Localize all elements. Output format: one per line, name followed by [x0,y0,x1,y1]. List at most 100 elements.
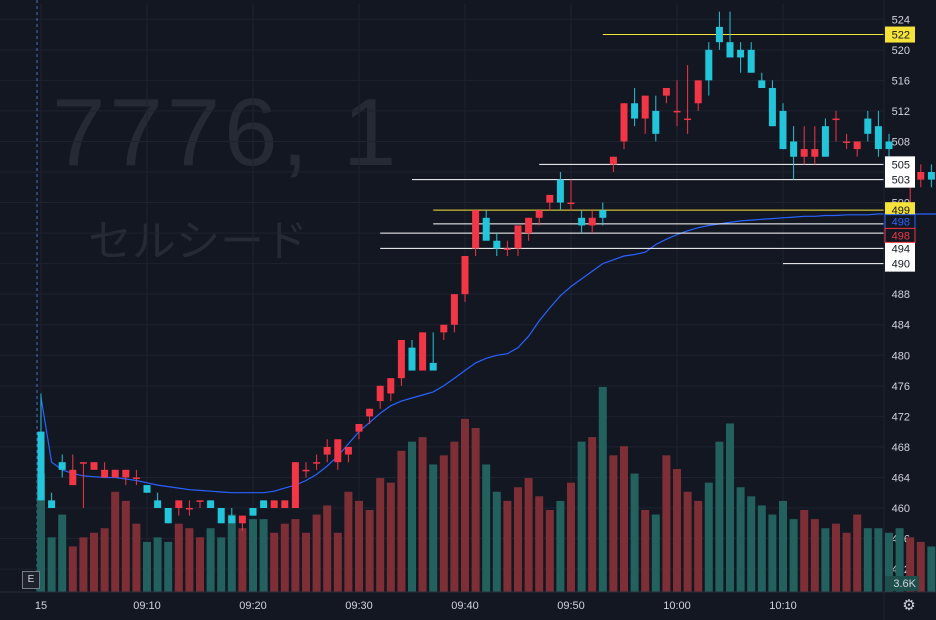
candle-body [885,141,893,150]
candle-body [779,110,787,150]
level-tag-text: 522 [892,30,910,42]
price-tag-text: 498 [892,230,910,242]
candle-body [387,378,395,394]
volume-bar [185,528,194,592]
x-tick-label: 09:20 [239,600,267,612]
x-tick-label: 09:10 [133,600,161,612]
volume-bar [736,487,745,592]
volume-bar [503,500,512,592]
candle-body [376,385,384,402]
candle-body [37,431,45,501]
candle-body [397,340,405,379]
volume-bar [874,528,883,592]
candle-body [313,462,321,464]
x-tick-label: 10:00 [663,600,691,612]
level-tag-box [885,171,915,188]
candle-body [514,225,522,249]
candle-body [493,240,501,249]
candle-body [662,88,670,96]
level-price-tag: 522 [885,26,915,43]
volume-bar [450,441,459,592]
candle-body [503,248,511,250]
volume-bar [227,514,236,592]
volume-bar [206,528,215,592]
volume-bar [397,450,406,592]
candle-body [217,508,225,524]
volume-bar [37,473,45,592]
candle-body [556,179,564,203]
candle-body [281,500,289,508]
volume-label-text: 3.6K [893,578,916,590]
candle-body [694,80,702,104]
candle-body [323,446,331,455]
volume-bar [249,519,257,592]
volume-bar [174,523,183,592]
volume-bar [630,473,639,592]
candle-body [525,217,533,234]
volume-bar [79,537,88,592]
y-tick-label: 508 [892,136,910,148]
candle-body [419,332,427,371]
volume-bar [302,532,310,592]
candle-body [726,42,734,58]
candle-body [408,347,416,371]
current-price-tag: 498 [884,214,916,230]
volume-bar [779,500,787,592]
candle-body [154,500,162,508]
candle-body [546,194,554,203]
y-tick-label: 472 [892,411,910,423]
volume-label-tag: 3.6K [885,576,919,591]
volume-bar [567,482,575,592]
volume-bar [90,532,98,592]
candle-body [270,500,278,508]
volume-bar [704,482,713,592]
level-tag-text: 503 [892,175,910,187]
volume-bar [524,478,533,592]
vwap-line [40,213,936,494]
candle-body [366,408,374,417]
volume-bar [312,514,321,592]
volume-bar [58,514,67,592]
volume-bar [514,487,522,592]
candle-body [705,49,713,81]
candle-body [440,324,448,333]
volume-bar [588,437,597,592]
candle-body [450,294,458,325]
volume-bar [715,441,724,592]
candle-body [472,210,480,249]
candle-body [48,500,56,508]
volume-bar [927,546,936,592]
volume-bar [471,428,480,592]
volume-bar [439,455,448,592]
settings-gear-icon[interactable]: ⚙ [902,597,916,614]
candle-body [832,118,840,121]
volume-bar [153,537,162,592]
candle-body [58,462,66,470]
volume-bar [853,514,862,592]
volume-bar [121,500,130,592]
volume-bar [863,528,872,592]
volume-bar [111,491,120,592]
volume-bar [821,528,830,592]
y-tick-label: 464 [892,472,910,484]
volume-bar [333,532,342,592]
candle-body [164,508,172,524]
volume-bar [662,455,671,592]
volume-bar [291,519,300,592]
candle-body [238,515,246,524]
events-badge[interactable]: E [22,571,40,589]
candle-body [90,462,98,470]
candle-body [599,210,607,218]
volume-bar [143,541,151,592]
level-tag-text: 490 [892,259,910,271]
x-tick-label: 15 [35,600,47,612]
volume-bar [408,441,416,592]
candle-body [917,172,925,180]
volume-bar [545,510,554,592]
level-tag-text: 505 [892,159,910,171]
watermark-name: セルシード [88,216,308,267]
volume-bar [757,505,766,592]
y-tick-label: 480 [892,350,910,362]
